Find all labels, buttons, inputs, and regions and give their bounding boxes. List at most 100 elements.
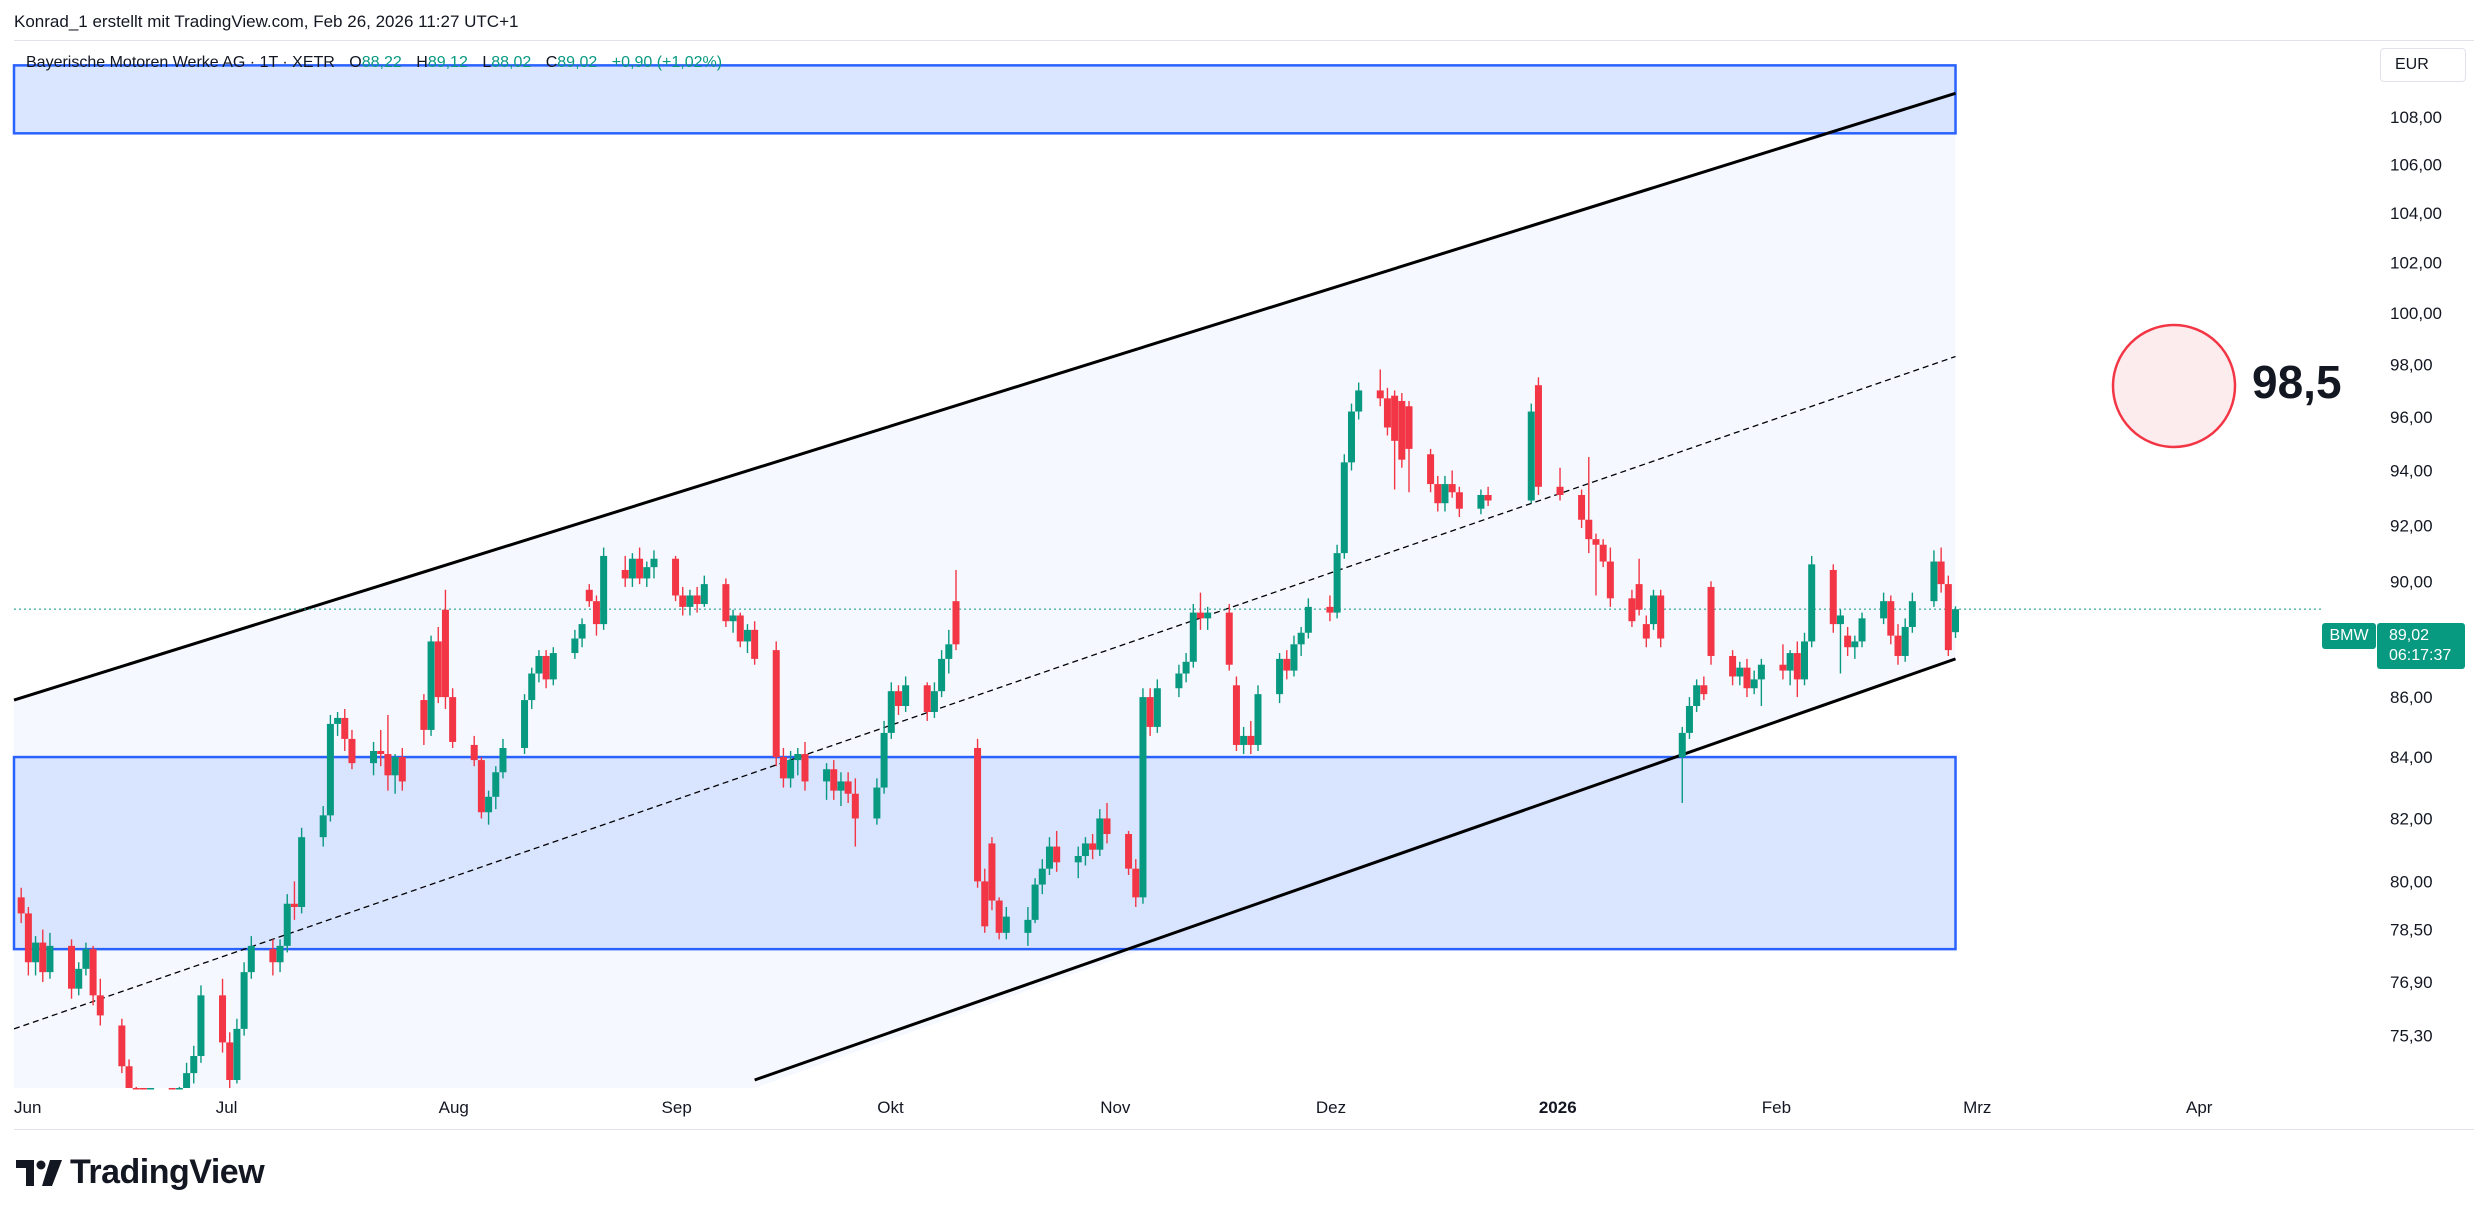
candle-body: [1283, 658, 1291, 671]
candle: [1153, 679, 1161, 733]
candle: [1340, 454, 1348, 559]
candle-body: [650, 558, 658, 568]
candle: [1628, 589, 1636, 627]
legend-high-label: H: [416, 54, 428, 71]
candle-body: [1736, 667, 1744, 677]
candle: [1232, 676, 1240, 751]
candle-body: [643, 567, 651, 579]
candle-body: [1448, 484, 1456, 493]
candle: [722, 578, 730, 627]
candle-body: [930, 691, 938, 712]
x-tick-label: Dez: [1316, 1098, 1346, 1117]
candle: [988, 837, 996, 911]
candle: [1081, 837, 1089, 866]
channel-upper-line: [13, 91, 1956, 702]
candle-body: [1125, 834, 1133, 869]
candle-body: [1045, 846, 1053, 869]
candle-body: [449, 697, 457, 742]
candle: [326, 714, 334, 822]
candle-body: [269, 949, 277, 963]
candle: [801, 741, 809, 791]
candle-body: [851, 793, 859, 819]
candle: [226, 1032, 234, 1088]
candle-body: [434, 641, 442, 698]
candle: [1247, 720, 1255, 755]
chart-legend: Bayerische Motoren Werke AG · 1T · XETR …: [26, 54, 722, 72]
candle: [578, 618, 586, 648]
candle-body: [1355, 390, 1363, 412]
candle: [499, 738, 507, 779]
candle-body: [700, 584, 708, 605]
candle-body: [139, 1088, 147, 1090]
candle-body: [370, 750, 378, 764]
candle-body: [96, 995, 104, 1016]
candles-layer: [17, 369, 1960, 1090]
candle: [384, 714, 392, 791]
candle: [1175, 664, 1183, 698]
last-price-value: 89,02: [2389, 627, 2430, 644]
candle-body: [844, 781, 852, 794]
candle-body: [988, 843, 996, 901]
candle: [139, 1088, 147, 1090]
candle-body: [1297, 632, 1305, 645]
candle: [492, 766, 500, 810]
candle: [1880, 592, 1888, 625]
candle: [1376, 369, 1384, 407]
candle-body: [542, 655, 550, 680]
candle: [1556, 467, 1564, 501]
candle-body: [794, 754, 802, 761]
currency-selector[interactable]: EUR: [2380, 48, 2466, 82]
candle: [880, 720, 888, 794]
candle: [348, 729, 356, 770]
candle: [1283, 650, 1291, 680]
candle: [945, 629, 953, 674]
target-circle: [2111, 323, 2237, 449]
candle: [902, 676, 910, 712]
candle: [377, 729, 385, 767]
candle-body: [1779, 664, 1787, 671]
ticker-label: BMW: [2322, 623, 2376, 649]
candle: [1887, 595, 1895, 645]
candle: [794, 747, 802, 776]
candle-body: [672, 558, 680, 596]
candle: [1952, 606, 1960, 638]
candle-body: [636, 558, 644, 579]
candle: [1448, 470, 1456, 498]
y-tick-label: 90,00: [2390, 572, 2433, 591]
candle: [68, 939, 76, 999]
candle-body: [571, 638, 579, 654]
candle-body: [290, 903, 298, 907]
candle-body: [283, 903, 291, 946]
candle: [1038, 859, 1046, 895]
candle-body: [1096, 818, 1104, 850]
candle: [1527, 403, 1535, 504]
y-tick-label: 98,00: [2390, 355, 2433, 374]
y-tick-label: 78,50: [2390, 921, 2433, 940]
y-tick-label: 75,30: [2390, 1027, 2433, 1046]
bar-countdown: 06:17:37: [2389, 647, 2452, 664]
candle: [592, 595, 600, 636]
candle: [1204, 606, 1212, 630]
candle-body: [1232, 685, 1240, 745]
candle: [1196, 592, 1204, 630]
candle: [1297, 626, 1305, 656]
candle-body: [1182, 661, 1190, 674]
candle-body: [1132, 868, 1140, 898]
candle: [571, 629, 579, 659]
candle-body: [24, 913, 32, 963]
candle: [398, 747, 406, 791]
candle-body: [830, 769, 838, 791]
candle: [1254, 685, 1262, 751]
candle-body: [132, 1088, 140, 1090]
candle-body: [1836, 615, 1844, 625]
candle: [894, 685, 902, 715]
candle-body: [240, 972, 248, 1029]
candle: [168, 1088, 176, 1090]
candle-body: [1901, 626, 1909, 656]
candle: [930, 682, 938, 718]
candle-body: [1700, 685, 1708, 695]
candle-body: [1175, 673, 1183, 689]
candle-body: [1146, 697, 1154, 727]
tradingview-logo[interactable]: TradingView: [16, 1153, 265, 1192]
